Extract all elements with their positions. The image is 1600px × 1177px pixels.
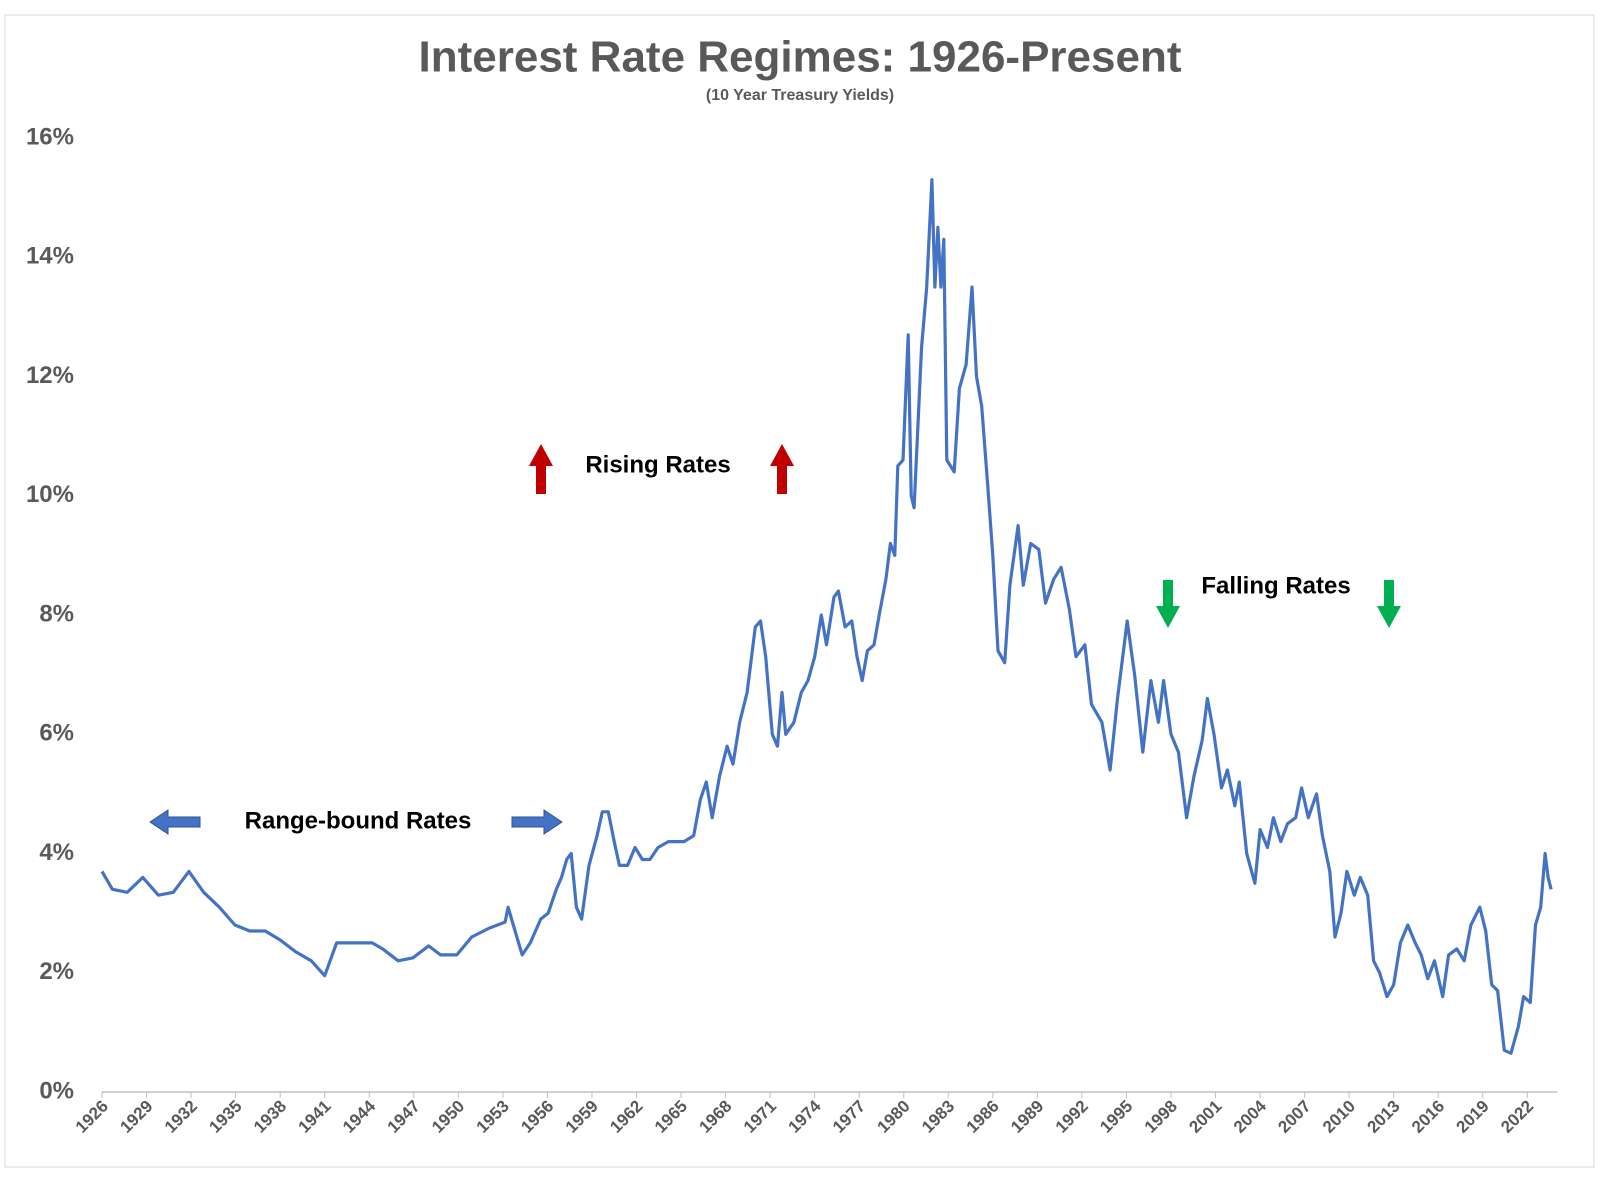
right-arrow (511, 809, 563, 835)
arrows (149, 444, 1401, 835)
data-line (100, 178, 1553, 1055)
annotation: Range-bound Rates (245, 807, 472, 834)
y-tick-label: 4% (39, 839, 74, 866)
y-tick-label: 10% (26, 481, 74, 508)
annotation: Falling Rates (1201, 572, 1350, 599)
y-tick-label: 14% (26, 243, 74, 270)
y-tick-label: 16% (26, 123, 74, 150)
frame (4, 14, 1595, 1168)
y-tick-label: 12% (26, 362, 74, 389)
left-arrow (149, 809, 201, 835)
y-tick-label: 8% (39, 600, 74, 627)
down-arrow (1156, 580, 1180, 628)
up-arrow (770, 444, 794, 494)
down-arrow (1377, 580, 1401, 628)
chart-title: Interest Rate Regimes: 1926-Present (419, 33, 1182, 82)
annotation: Rising Rates (585, 451, 730, 478)
up-arrow (529, 444, 553, 494)
chart-subtitle: (10 Year Treasury Yields) (706, 87, 894, 104)
y-tick-label: 6% (39, 720, 74, 747)
y-tick-label: 0% (39, 1077, 74, 1104)
y-tick-label: 2% (39, 958, 74, 985)
